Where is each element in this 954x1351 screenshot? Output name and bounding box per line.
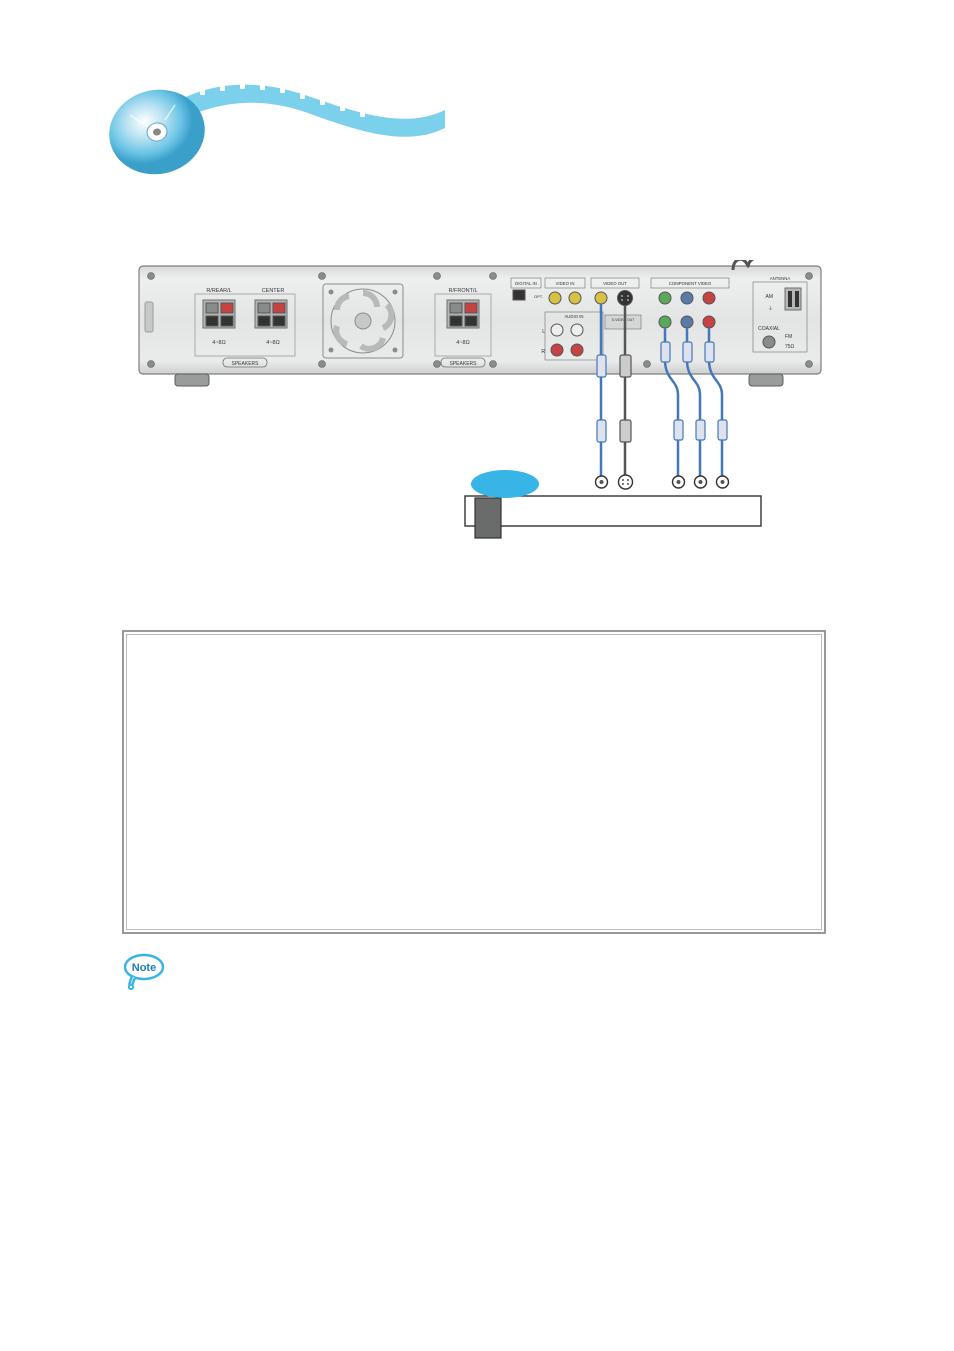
- video-in-label: VIDEO IN: [556, 281, 575, 286]
- center-label: CENTER: [262, 288, 285, 294]
- coaxial-label: COAXIAL: [758, 326, 780, 332]
- audio-r-label: R: [541, 349, 545, 355]
- audio-in-label: AUDIO IN: [564, 314, 583, 319]
- svideo-out-label: S-VIDEO OUT: [612, 318, 636, 322]
- impedance-label-3: 4~8Ω: [456, 340, 469, 346]
- speakers-label-2: SPEAKERS: [450, 361, 478, 367]
- tv-knob: [471, 470, 539, 498]
- note-label: Note: [132, 962, 156, 974]
- front-label: R/FRONT/L: [448, 288, 477, 294]
- svg-text:OPT.: OPT.: [534, 294, 543, 299]
- digital-in-label: DIGITAL IN: [515, 281, 537, 286]
- antenna-label: ANTENNA: [770, 276, 791, 281]
- speakers-label-1: SPEAKERS: [232, 361, 260, 367]
- component-label: COMPONENT VIDEO: [669, 281, 712, 286]
- impedance-label-1: 4~8Ω: [212, 340, 225, 346]
- svg-text:75Ω: 75Ω: [785, 344, 795, 350]
- rear-label: R/REAR/L: [206, 288, 231, 294]
- info-box: [122, 630, 826, 934]
- note-badge: Note: [122, 952, 854, 995]
- disc-ribbon-graphic: [105, 70, 455, 190]
- am-label: AM: [766, 294, 774, 300]
- impedance-label-2: 4~8Ω: [266, 340, 279, 346]
- audio-l-label: L: [542, 329, 545, 335]
- connection-diagram: R/REAR/L CENTER 4~8Ω: [125, 260, 835, 540]
- fm-label: FM: [785, 334, 792, 340]
- svg-text:⏚: ⏚: [768, 305, 773, 312]
- video-out-label: VIDEO OUT: [603, 281, 627, 286]
